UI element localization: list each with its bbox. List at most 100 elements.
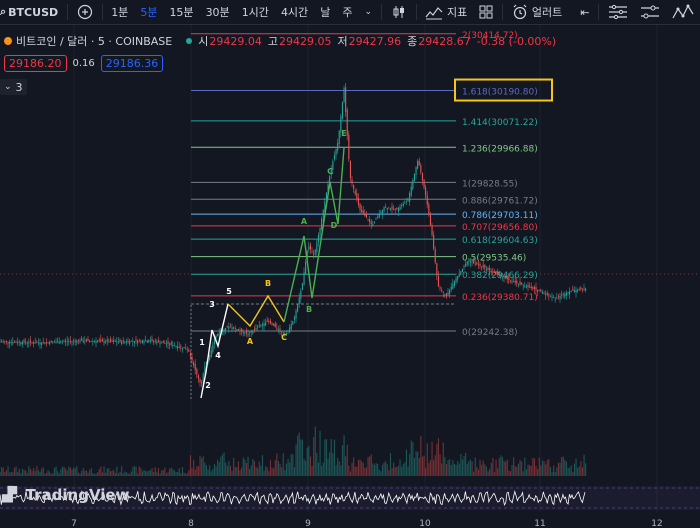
candle-body: [367, 219, 369, 221]
volume-bar: [108, 468, 110, 476]
candle-body: [490, 270, 492, 272]
replay-button[interactable]: ⇤: [574, 0, 595, 24]
volume-bar: [365, 467, 367, 476]
candle-body: [493, 271, 495, 273]
candle-body: [538, 290, 540, 292]
indicators-button[interactable]: 지표: [419, 0, 473, 24]
volume-bar: [437, 438, 439, 476]
legend-title[interactable]: 비트코인 / 달러 · 5 · COINBASE: [16, 35, 173, 48]
candle-body: [210, 350, 212, 357]
candle-body: [359, 203, 361, 210]
templates-button[interactable]: [473, 0, 499, 24]
candle-body: [93, 341, 95, 342]
fib-level-label: 0.886(29761.72): [462, 196, 538, 206]
buy-price-button[interactable]: 29186.36: [100, 55, 164, 72]
candle-body: [87, 339, 89, 341]
candle-body: [82, 340, 84, 343]
candle-body: [185, 348, 187, 350]
candle-body: [97, 340, 99, 342]
tradingview-logo[interactable]: ▟▘ TradingView: [2, 486, 129, 504]
volume-bar: [330, 438, 332, 476]
volume-bar: [249, 468, 251, 476]
candle-body: [127, 341, 129, 342]
volume-bar: [173, 470, 175, 476]
interval-1w[interactable]: 주: [342, 6, 353, 19]
interval-1m[interactable]: 1분: [111, 6, 129, 19]
candle-body: [271, 323, 273, 325]
sell-price-button[interactable]: 29186.20: [4, 55, 67, 72]
interval-15m[interactable]: 15분: [169, 6, 194, 19]
volume-bar: [580, 461, 582, 476]
volume-bar: [164, 467, 166, 476]
alert-button[interactable]: 얼러트: [506, 0, 568, 24]
compare-symbol-button[interactable]: [71, 0, 99, 24]
candles-icon: [393, 6, 404, 18]
volume-bar: [188, 470, 190, 476]
indicator-collapse-toggle[interactable]: ⌄ 3: [0, 79, 27, 95]
fibonacci-extension[interactable]: 2.618(30878.13)2.236(30553.06)2(30414.72…: [190, 25, 553, 400]
volume-bar: [468, 461, 470, 476]
fib-level-label: 0.707(29656.80): [462, 223, 538, 233]
candle-body: [533, 286, 535, 290]
volume-bar: [506, 459, 508, 476]
candle-body: [300, 290, 302, 299]
candle-body: [489, 267, 491, 271]
volume-bar: [428, 462, 430, 476]
spread-value: 0.16: [72, 58, 95, 69]
chart-type-button[interactable]: [385, 0, 413, 24]
symbol-search[interactable]: ⌕ BTCUSD: [0, 0, 64, 24]
interval-30m[interactable]: 30분: [205, 6, 230, 19]
candle-body: [581, 288, 583, 290]
volume-bar: [484, 464, 486, 476]
symbol-legend: 비트코인 / 달러 · 5 · COINBASE 시 29429.04 고 2942…: [4, 33, 562, 49]
candle-body: [217, 333, 219, 336]
volume-bar: [165, 473, 167, 476]
volume-bar: [565, 461, 567, 476]
volume-bar: [426, 443, 428, 476]
candle-body: [236, 329, 238, 331]
candle-body: [527, 285, 529, 287]
time-axis-label: 12: [651, 519, 662, 528]
candle-body: [583, 288, 585, 291]
volume-bar: [17, 472, 19, 476]
candle-body: [189, 353, 191, 357]
candle-body: [25, 342, 27, 344]
candle-body: [114, 341, 116, 342]
volume-bar: [57, 471, 59, 476]
layout-menu-button[interactable]: [602, 0, 634, 24]
candle-body: [277, 329, 279, 331]
interval-dropdown[interactable]: ⌄: [358, 0, 378, 24]
candle-body: [364, 213, 366, 216]
candle-body: [447, 292, 449, 295]
volume-bar: [258, 461, 260, 476]
volume-bar: [541, 460, 543, 476]
volume-bar: [543, 461, 545, 476]
volume-bar: [498, 458, 500, 476]
object-tree-button[interactable]: [634, 0, 666, 24]
volume-bar: [301, 439, 303, 476]
price-chart[interactable]: 2.618(30878.13)2.236(30553.06)2(30414.72…: [0, 25, 700, 528]
volume-bar: [263, 470, 265, 476]
volume-bar: [47, 470, 49, 476]
indicators-icon: [425, 7, 443, 20]
interval-1h[interactable]: 1시간: [241, 6, 269, 19]
data-window-button[interactable]: [666, 0, 700, 24]
interval-5m[interactable]: 5분: [140, 6, 158, 19]
elliott-wave-drawings[interactable]: 1 2 3 4 5 A B C A B C D E: [199, 129, 347, 399]
volume-bar: [209, 465, 211, 476]
candle-body: [261, 324, 263, 326]
wave-label: A: [301, 217, 308, 226]
volume-bar: [132, 467, 134, 476]
volume-bar: [146, 471, 148, 476]
candle-body: [9, 341, 11, 344]
candle-body: [111, 341, 113, 342]
volume-bar: [151, 468, 153, 476]
volume-bar: [141, 471, 143, 476]
candle-body: [28, 342, 30, 344]
interval-1d[interactable]: 날: [320, 6, 331, 19]
volume-bar: [367, 456, 369, 476]
alarm-clock-icon: [513, 4, 527, 20]
volume-bar: [28, 466, 30, 476]
interval-4h[interactable]: 4시간: [280, 6, 309, 19]
candle-body: [506, 277, 508, 280]
